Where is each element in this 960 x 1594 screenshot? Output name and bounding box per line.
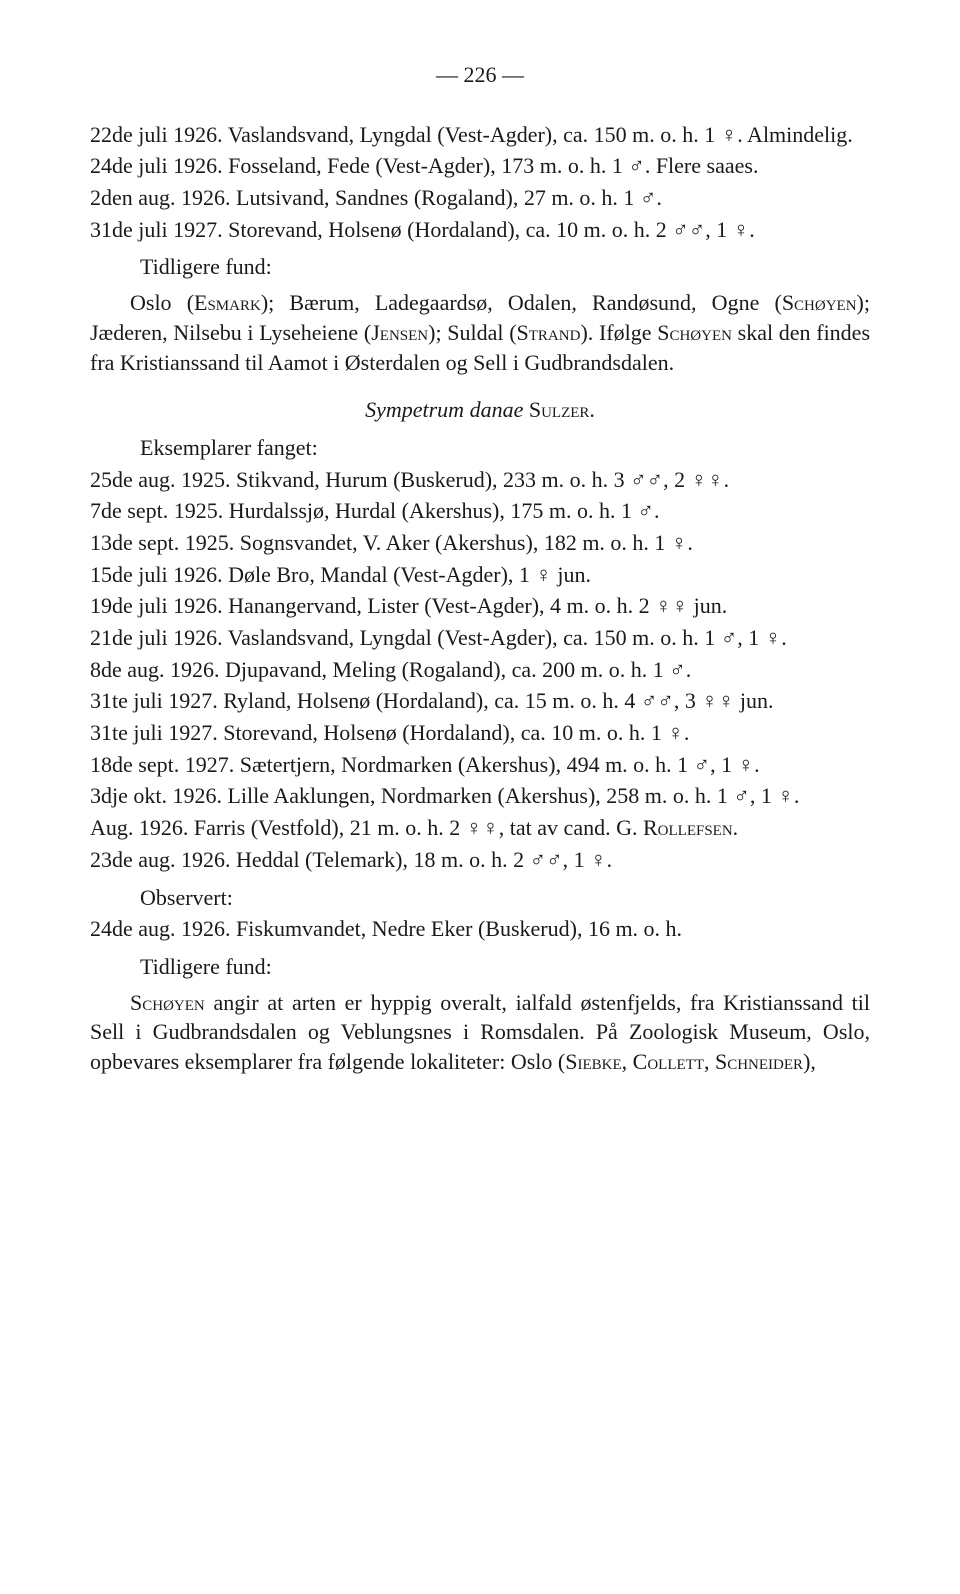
- record-entry: 31de juli 1927. Storevand, Holsenø (Hord…: [90, 215, 870, 245]
- author-name: Rollefsen: [643, 815, 733, 840]
- text: .: [733, 815, 739, 840]
- author-name: Schøyen: [657, 320, 732, 345]
- record-entry: 2den aug. 1926. Lutsivand, Sandnes (Roga…: [90, 183, 870, 213]
- subheading: Eksemplarer fanget:: [90, 433, 870, 463]
- species-heading: Sympetrum danae Sulzer.: [90, 395, 870, 425]
- text: ); Suldal (: [428, 320, 516, 345]
- record-entry: 15de juli 1926. Døle Bro, Mandal (Vest-A…: [90, 560, 870, 590]
- record-entry: 19de juli 1926. Hanangervand, Lister (Ve…: [90, 591, 870, 621]
- author-name: Schneider: [715, 1049, 803, 1074]
- record-entry: 22de juli 1926. Vaslandsvand, Lyngdal (V…: [90, 120, 870, 150]
- author-name: Siebke: [565, 1049, 621, 1074]
- author-name: Strand: [517, 320, 581, 345]
- author-name: Esmark: [194, 290, 261, 315]
- text: ). Ifølge: [580, 320, 657, 345]
- page-number: — 226 —: [90, 60, 870, 90]
- record-entry: 21de juli 1926. Vaslandsvand, Lyngdal (V…: [90, 623, 870, 653]
- record-entry: 7de sept. 1925. Hurdalssjø, Hurdal (Aker…: [90, 496, 870, 526]
- record-entry: 8de aug. 1926. Djupavand, Meling (Rogala…: [90, 655, 870, 685]
- species-author: Sulzer.: [523, 397, 595, 422]
- author-name: Schøyen: [130, 990, 205, 1015]
- text: ,: [704, 1049, 715, 1074]
- record-entry: 23de aug. 1926. Heddal (Telemark), 18 m.…: [90, 845, 870, 875]
- text: ); Bærum, Ladegaardsø, Odalen, Randøsund…: [261, 290, 782, 315]
- record-entry: 3dje okt. 1926. Lille Aaklungen, Nordmar…: [90, 781, 870, 811]
- record-entry: 13de sept. 1925. Sognsvandet, V. Aker (A…: [90, 528, 870, 558]
- author-name: Collett: [633, 1049, 704, 1074]
- text: Aug. 1926. Farris (Vestfold), 21 m. o. h…: [90, 815, 643, 840]
- author-name: Schøyen: [782, 290, 857, 315]
- subheading: Tidligere fund:: [90, 952, 870, 982]
- record-entry: 24de juli 1926. Fosseland, Fede (Vest-Ag…: [90, 151, 870, 181]
- text: Oslo (: [130, 290, 194, 315]
- text: ),: [803, 1049, 816, 1074]
- record-entry: 24de aug. 1926. Fiskumvandet, Nedre Eker…: [90, 914, 870, 944]
- paragraph: Schøyen angir at arten er hyppig overalt…: [90, 988, 870, 1077]
- paragraph: Oslo (Esmark); Bærum, Ladegaardsø, Odale…: [90, 288, 870, 377]
- record-entry: 31te juli 1927. Ryland, Holsenø (Hordala…: [90, 686, 870, 716]
- record-entry: 25de aug. 1925. Stikvand, Hurum (Buskeru…: [90, 465, 870, 495]
- subheading: Tidligere fund:: [90, 252, 870, 282]
- genus-species: Sympetrum danae: [365, 397, 523, 422]
- author-name: Jensen: [371, 320, 428, 345]
- subheading: Observert:: [90, 883, 870, 913]
- record-entry: 31te juli 1927. Storevand, Holsenø (Hord…: [90, 718, 870, 748]
- record-entry: 18de sept. 1927. Sætertjern, Nordmarken …: [90, 750, 870, 780]
- text: ,: [622, 1049, 633, 1074]
- record-entry: Aug. 1926. Farris (Vestfold), 21 m. o. h…: [90, 813, 870, 843]
